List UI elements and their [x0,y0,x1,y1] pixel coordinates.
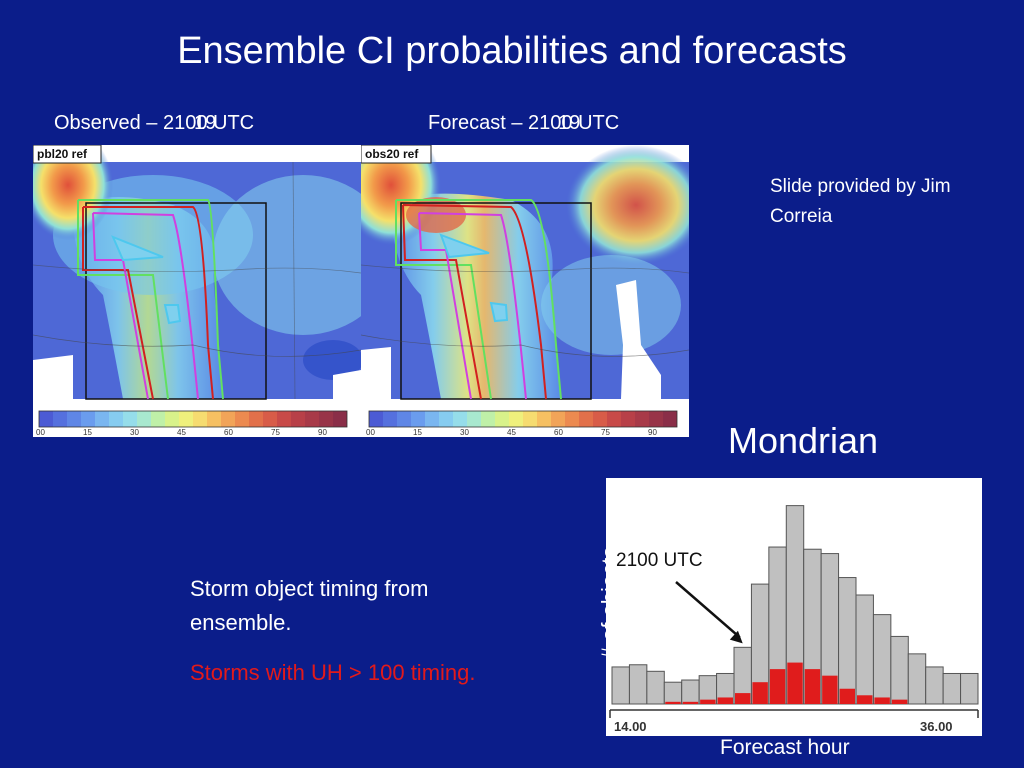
uh-histogram-bar [752,682,768,704]
uh-histogram-bar [874,697,890,704]
uh-histogram-bar [700,699,716,704]
histogram-bar [907,653,927,705]
observed-colorbar-tick: 30 [130,428,139,437]
forecast-colorbar-ticks: 00 15 30 45 60 75 90 [366,428,657,437]
forecast-map-title: obs20 ref [365,147,419,161]
x-tick-label: 36.00 [920,719,953,734]
uh-histogram-bar [804,669,821,704]
uh-histogram-bar [891,699,908,704]
histogram-svg: 14.00 36.00 2100 UTC [609,505,979,734]
storm-uh-text: Storms with UH > 100 timing. [190,660,476,685]
forecast-colorbar-tick: 30 [460,428,469,437]
histogram-bar [855,594,874,705]
uh-histogram-bar [682,701,699,704]
uh-histogram-bar [717,697,733,704]
annotation-arrowhead [729,630,743,644]
histogram-bar [681,679,700,705]
observed-colorbar-tick: 90 [318,428,327,437]
forecast-label-overlay: 19 [558,112,581,134]
forecast-label-text: Forecast – 2100 UTC [428,112,620,134]
forecast-probability-map: obs20 ref 00 15 30 45 60 75 90 [361,145,689,437]
annotation-arrow [675,581,741,639]
slide-title: Ensemble CI probabilities and forecasts [177,30,847,72]
slide-credit: Slide provided by Jim Correia [770,176,951,227]
histogram-bar [663,681,683,705]
observed-colorbar [38,410,348,428]
observed-colorbar-ticks: 00 15 30 45 60 75 90 [36,428,327,437]
observed-colorbar-tick: 00 [36,428,45,437]
uh-histogram-bar [665,701,681,704]
histogram-bar [646,670,665,705]
observed-label-text: Observed – 2100 UTC [54,112,255,134]
forecast-colorbar-tick: 45 [507,428,516,437]
uh-histogram-bar [857,695,873,704]
red-bars [665,662,908,704]
annotation-label: 2100 UTC [616,550,703,571]
observed-colorbar-tick: 60 [224,428,233,437]
observed-label-overlay: 19 [194,112,217,134]
histogram-bar [872,614,892,705]
forecast-colorbar-tick: 90 [648,428,657,437]
observed-colorbar-tick: 15 [83,428,92,437]
forecast-colorbar [368,410,678,428]
uh-histogram-bar [735,693,751,704]
histogram-bar [925,666,944,705]
uh-histogram-bar [839,688,855,704]
uh-histogram-bar [787,662,803,704]
observed-probability-map: pbl20 ref 00 15 30 45 60 75 90 [33,145,361,437]
histogram-bar [838,577,857,705]
observed-map-panel: pbl20 ref 00 15 30 45 60 75 90 [33,145,361,437]
x-axis-label: Forecast hour [720,736,850,759]
forecast-colorbar-tick: 15 [413,428,422,437]
histogram-bar [611,666,630,705]
observed-label: Observed – 2100 UTC 19 [54,112,254,135]
forecast-label: Forecast – 2100 UTC 19 [428,112,619,135]
histogram-chart: 14.00 36.00 2100 UTC [606,478,982,736]
forecast-colorbar-tick: 75 [601,428,610,437]
gray-bars [611,505,979,705]
forecast-colorbar-tick: 60 [554,428,563,437]
uh-histogram-bar [769,669,786,704]
histogram-bar [960,672,979,705]
observed-map-title: pbl20 ref [37,147,88,161]
observed-colorbar-tick: 45 [177,428,186,437]
uh-histogram-bar [822,675,838,704]
x-tick-label: 14.00 [614,719,647,734]
observed-colorbar-tick: 75 [271,428,280,437]
histogram-bar [942,672,962,705]
histogram-bar [890,635,909,705]
forecast-map-panel: obs20 ref 00 15 30 45 60 75 90 [361,145,689,437]
mondrian-label: Mondrian [728,420,879,461]
forecast-colorbar-tick: 00 [366,428,375,437]
storm-timing-text: Storm object timing from ensemble. [190,576,429,635]
histogram-bar [628,664,648,705]
